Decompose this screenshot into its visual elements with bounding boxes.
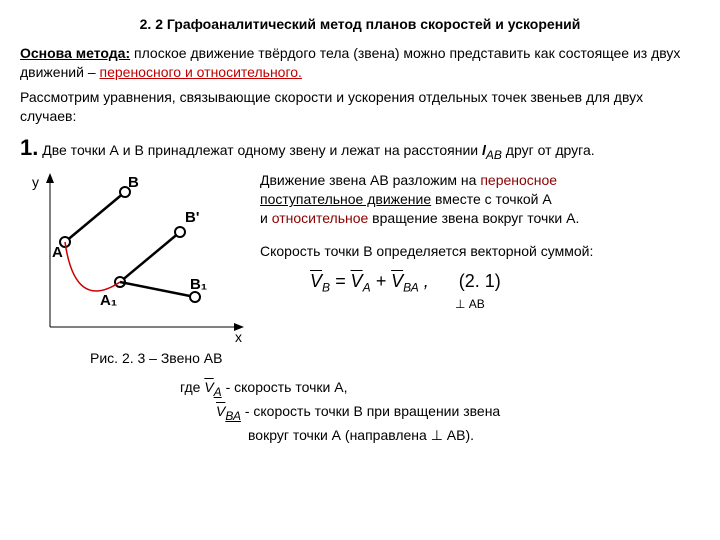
axis-y-label: у <box>32 174 39 190</box>
desc-line-1: Движение звена АВ разложим на переносное <box>260 171 700 190</box>
label-A1: А₁ <box>100 292 117 309</box>
length-sub: АВ <box>486 148 502 162</box>
basis-highlight: переносного и относительного. <box>100 64 302 80</box>
perpendicular-note: ⊥ АВ <box>455 296 700 312</box>
description-block: Движение звена АВ разложим на переносное… <box>260 167 700 347</box>
intro-paragraph: Рассмотрим уравнения, связывающие скорос… <box>20 88 700 126</box>
where-block: где VА - скорость точки А, VВА - скорост… <box>180 378 700 445</box>
case-text-a: Две точки А и В принадлежат одному звену… <box>38 142 482 158</box>
diagram-figure: у x А В В' А₁ В₁ <box>20 167 250 347</box>
velocity-formula: VВ = VА + VВА ,(2. 1) <box>310 269 700 296</box>
label-Bp: В' <box>185 209 199 226</box>
section-title: 2. 2 Графоаналитический метод планов ско… <box>20 15 700 34</box>
label-A: А <box>52 244 63 261</box>
basis-paragraph: Основа метода: плоское движение твёрдого… <box>20 44 700 82</box>
label-B1: В₁ <box>190 276 207 293</box>
case-1: 1. Две точки А и В принадлежат одному зв… <box>20 133 700 163</box>
axis-x-label: x <box>235 329 242 345</box>
desc-line-3: и относительное вращение звена вокруг то… <box>260 209 700 228</box>
case-number: 1. <box>20 135 38 160</box>
figure-caption: Рис. 2. 3 – Звено АВ <box>90 349 700 368</box>
desc-line-2: поступательное движение вместе с точкой … <box>260 190 700 209</box>
case-text-b: друг от друга. <box>502 142 595 158</box>
desc-line-4: Скорость точки В определяется векторной … <box>260 242 700 261</box>
basis-label: Основа метода: <box>20 45 130 61</box>
label-B: В <box>128 174 139 191</box>
